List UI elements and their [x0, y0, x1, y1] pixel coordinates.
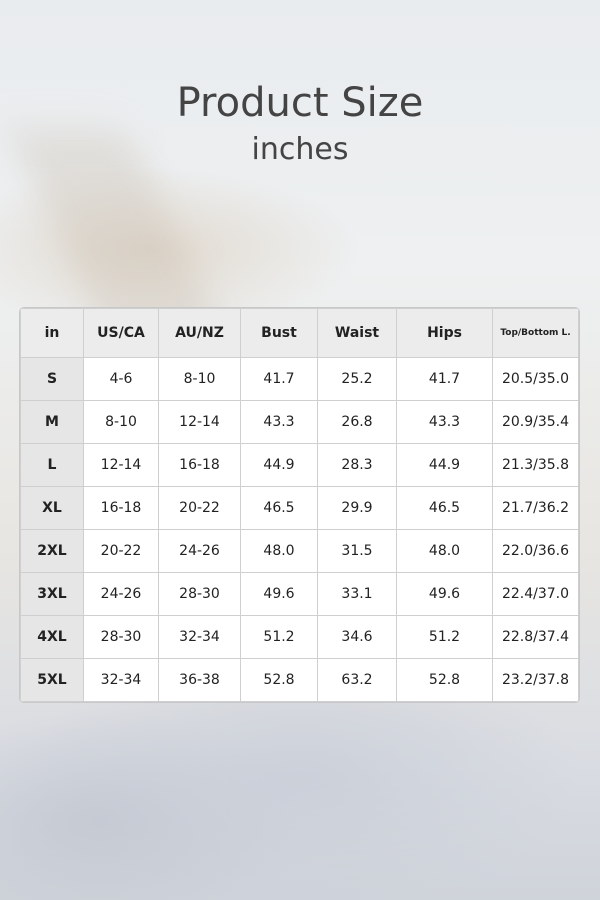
column-header: US/CA: [83, 308, 159, 358]
table-row: L 12-14 16-18 44.9 28.3 44.9 21.3/35.8: [20, 443, 579, 487]
unit-subtitle: inches: [251, 132, 349, 167]
table-cell: 49.6: [396, 572, 493, 616]
table-cell: 46.5: [396, 486, 493, 530]
table-cell: 21.7/36.2: [492, 486, 579, 530]
table-cell: 44.9: [240, 443, 318, 487]
page-title: Product Size: [176, 80, 424, 126]
table-cell: 20.9/35.4: [492, 400, 579, 444]
table-row: 4XL 28-30 32-34 51.2 34.6 51.2 22.8/37.4: [20, 615, 579, 659]
size-label: XL: [20, 486, 84, 530]
column-header: Top/Bottom L.: [492, 308, 579, 358]
table-cell: 46.5: [240, 486, 318, 530]
table-cell: 43.3: [396, 400, 493, 444]
table-cell: 23.2/37.8: [492, 658, 579, 702]
table-cell: 12-14: [83, 443, 159, 487]
table-row: XL 16-18 20-22 46.5 29.9 46.5 21.7/36.2: [20, 486, 579, 530]
column-header: Waist: [317, 308, 397, 358]
table-cell: 41.7: [396, 357, 493, 401]
table-cell: 32-34: [83, 658, 159, 702]
table-cell: 52.8: [396, 658, 493, 702]
table-cell: 24-26: [83, 572, 159, 616]
table-row: S 4-6 8-10 41.7 25.2 41.7 20.5/35.0: [20, 357, 579, 401]
table-cell: 48.0: [396, 529, 493, 573]
table-cell: 43.3: [240, 400, 318, 444]
table-cell: 12-14: [158, 400, 241, 444]
table-cell: 8-10: [158, 357, 241, 401]
table-cell: 24-26: [158, 529, 241, 573]
size-label: L: [20, 443, 84, 487]
table-cell: 26.8: [317, 400, 397, 444]
table-cell: 51.2: [240, 615, 318, 659]
table-cell: 29.9: [317, 486, 397, 530]
size-label: 2XL: [20, 529, 84, 573]
table-cell: 52.8: [240, 658, 318, 702]
size-label: 3XL: [20, 572, 84, 616]
table-cell: 22.4/37.0: [492, 572, 579, 616]
table-cell: 28.3: [317, 443, 397, 487]
table-cell: 44.9: [396, 443, 493, 487]
table-cell: 16-18: [83, 486, 159, 530]
table-cell: 16-18: [158, 443, 241, 487]
table-cell: 36-38: [158, 658, 241, 702]
table-cell: 32-34: [158, 615, 241, 659]
table-cell: 31.5: [317, 529, 397, 573]
table-cell: 49.6: [240, 572, 318, 616]
table-row: M 8-10 12-14 43.3 26.8 43.3 20.9/35.4: [20, 400, 579, 444]
table-cell: 21.3/35.8: [492, 443, 579, 487]
table-cell: 4-6: [83, 357, 159, 401]
table-cell: 48.0: [240, 529, 318, 573]
size-label: M: [20, 400, 84, 444]
table-cell: 28-30: [83, 615, 159, 659]
table-cell: 22.8/37.4: [492, 615, 579, 659]
table-row: 5XL 32-34 36-38 52.8 63.2 52.8 23.2/37.8: [20, 658, 579, 702]
table-cell: 20-22: [158, 486, 241, 530]
table-cell: 51.2: [396, 615, 493, 659]
table-cell: 20-22: [83, 529, 159, 573]
size-chart-table: in US/CA AU/NZ Bust Waist Hips Top/Bottom L. S…: [20, 308, 579, 702]
column-header: in: [20, 308, 84, 358]
table-cell: 28-30: [158, 572, 241, 616]
table-cell: 63.2: [317, 658, 397, 702]
size-label: 5XL: [20, 658, 84, 702]
size-label: S: [20, 357, 84, 401]
table-cell: 25.2: [317, 357, 397, 401]
table-cell: 22.0/36.6: [492, 529, 579, 573]
table-cell: 33.1: [317, 572, 397, 616]
table-row: 2XL 20-22 24-26 48.0 31.5 48.0 22.0/36.6: [20, 529, 579, 573]
table-cell: 8-10: [83, 400, 159, 444]
size-label: 4XL: [20, 615, 84, 659]
table-cell: 20.5/35.0: [492, 357, 579, 401]
table-cell: 34.6: [317, 615, 397, 659]
table-cell: 41.7: [240, 357, 318, 401]
column-header: Hips: [396, 308, 493, 358]
table-row: 3XL 24-26 28-30 49.6 33.1 49.6 22.4/37.0: [20, 572, 579, 616]
header-row: in US/CA AU/NZ Bust Waist Hips Top/Bottom L.: [20, 308, 579, 358]
column-header: Bust: [240, 308, 318, 358]
column-header: AU/NZ: [158, 308, 241, 358]
